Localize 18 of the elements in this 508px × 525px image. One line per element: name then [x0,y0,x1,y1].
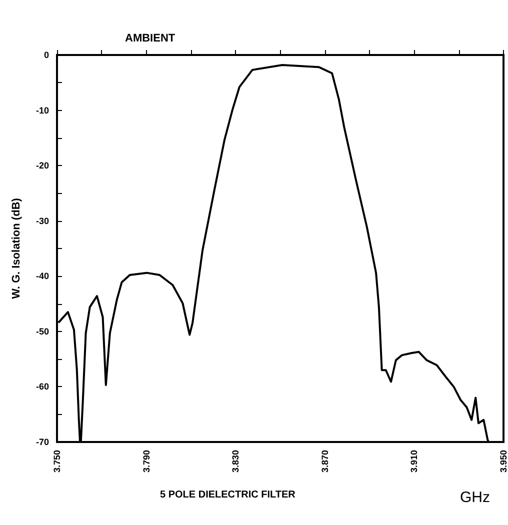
x-tick-label: 3.870 [320,450,330,473]
y-tick-label: -30 [36,216,49,226]
y-tick-label: -60 [36,382,49,392]
x-tick-label: 3.750 [52,450,62,473]
y-tick-label: 0 [44,50,49,60]
y-axis-title: W. G. Isolation (dB) [10,198,22,299]
y-tick-label: -70 [36,437,49,447]
x-tick-label: 3.950 [498,450,508,473]
x-axis-title: GHz [460,489,490,506]
y-tick-label: -10 [36,105,49,116]
chart-title: AMBIENT [125,32,176,44]
x-tick-label: 3.790 [141,450,152,473]
text: 5 POLE DIELECTRIC FILTER [160,490,296,500]
x-tick-label: 3.910 [409,450,420,473]
y-tick-label: -20 [36,160,49,171]
x-tick-label: 3.830 [230,450,241,473]
y-tick-label: -50 [36,326,49,336]
y-tick-label: -40 [36,271,49,282]
